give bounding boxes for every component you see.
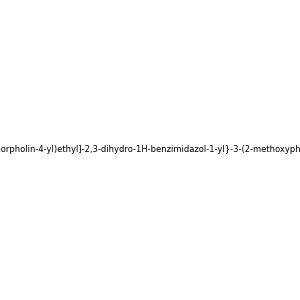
Text: 1-{2-imino-3-[2-(morpholin-4-yl)ethyl]-2,3-dihydro-1H-benzimidazol-1-yl}-3-(2-me: 1-{2-imino-3-[2-(morpholin-4-yl)ethyl]-2… xyxy=(0,146,300,154)
